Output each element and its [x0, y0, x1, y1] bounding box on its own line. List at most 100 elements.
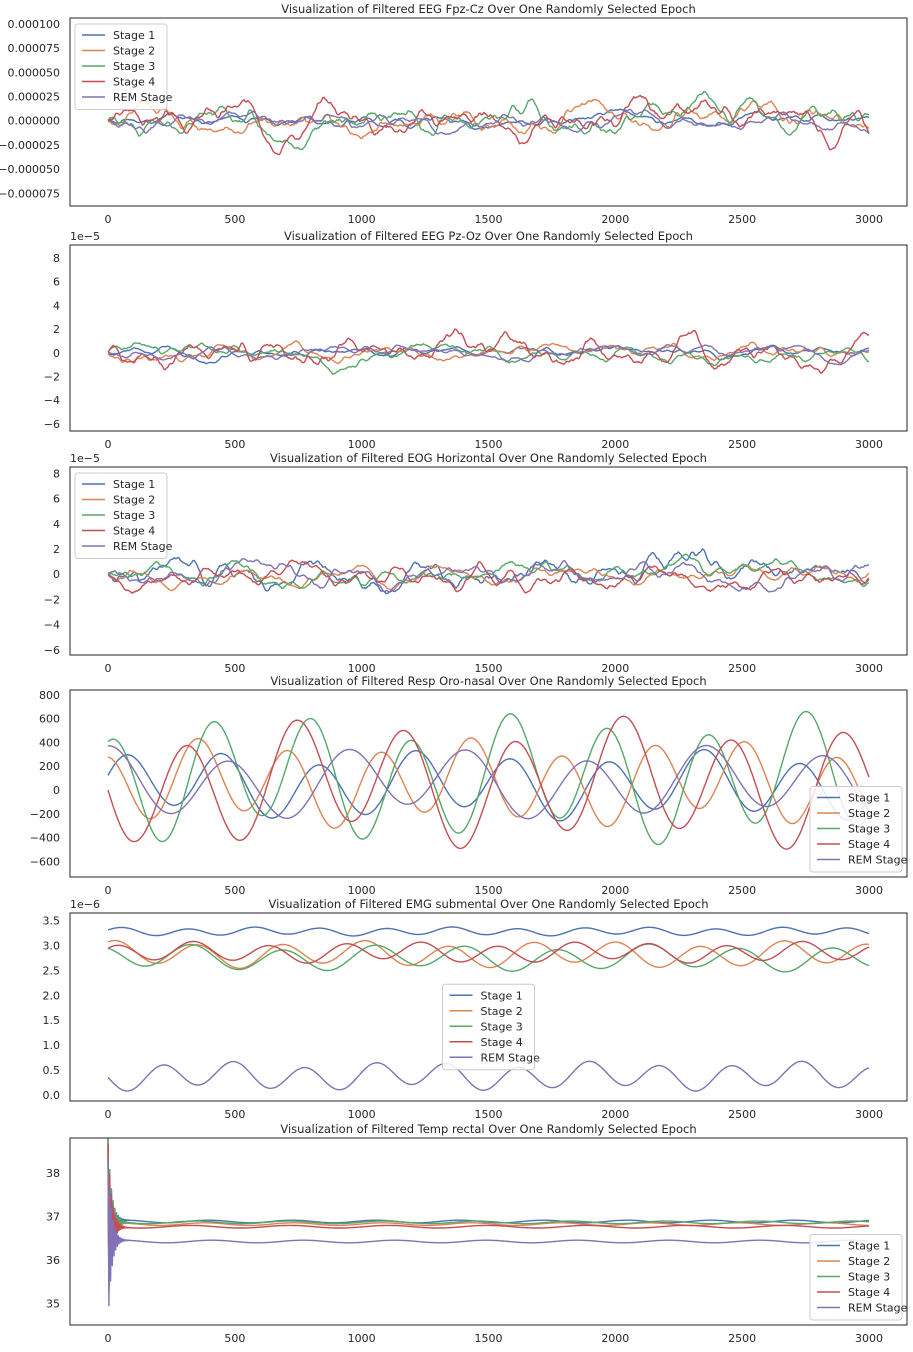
- y-tick-label: 200: [39, 760, 60, 773]
- legend-label: Stage 4: [113, 525, 155, 538]
- axes-frame: [69, 17, 908, 207]
- y-tick-label: 0.000000: [8, 115, 61, 128]
- x-tick-label: 2000: [601, 438, 629, 451]
- plot-area: [107, 548, 870, 595]
- y-tick-label: −600: [30, 856, 60, 869]
- x-tick-label: 3000: [855, 1332, 883, 1345]
- y-tick-label: 0.0: [43, 1089, 61, 1102]
- axes-frame: [69, 466, 908, 656]
- y-tick-label: 35: [46, 1297, 60, 1310]
- series-line-2: [107, 98, 870, 140]
- legend: Stage 1 Stage 2 Stage 3 Stage 4 REM Stage: [74, 23, 173, 110]
- legend-label: Stage 4: [481, 1036, 523, 1049]
- plot-area: [107, 328, 870, 375]
- y-tick-label: 1.5: [43, 1014, 61, 1027]
- y-tick-label: 0: [53, 568, 60, 581]
- series-line-4: [107, 559, 870, 594]
- chart-panel-2: Visualization of Filtered EEG Pz-Oz Over…: [44, 229, 908, 451]
- legend-label: Stage 3: [848, 823, 890, 836]
- y-tick-label: −2: [44, 371, 60, 384]
- legend: Stage 1 Stage 2 Stage 3 Stage 4 REM Stage: [809, 1234, 908, 1321]
- x-tick-label: 1500: [475, 1108, 503, 1121]
- x-tick-label: 0: [105, 213, 112, 226]
- legend-box: [809, 786, 903, 873]
- chart-panel-1: Visualization of Filtered EEG Fpz-Cz Ove…: [0, 2, 908, 226]
- series-line-4: [107, 940, 870, 964]
- y-tick-label: 2.5: [43, 964, 61, 977]
- y-tick-label: −200: [30, 808, 60, 821]
- legend-label: Stage 3: [113, 60, 155, 73]
- x-tick-label: 1500: [475, 884, 503, 897]
- legend-label: Stage 1: [848, 792, 890, 805]
- series-line-5: [108, 744, 870, 820]
- y-tick-label: 600: [39, 713, 60, 726]
- y-tick-label: −6: [44, 644, 60, 657]
- series-line-3: [107, 1138, 870, 1287]
- chart-title: Visualization of Filtered EEG Pz-Oz Over…: [284, 229, 693, 243]
- chart-title: Visualization of Filtered Temp rectal Ov…: [280, 1122, 696, 1136]
- plot-area: [107, 926, 870, 1092]
- x-tick-label: 1500: [475, 213, 503, 226]
- legend-label: REM Stage: [848, 1302, 908, 1315]
- x-tick-label: 2000: [601, 662, 629, 675]
- axes-frame: [69, 1137, 908, 1326]
- x-tick-label: 0: [105, 884, 112, 897]
- x-tick-label: 2000: [601, 1108, 629, 1121]
- y-tick-label: 3.5: [43, 914, 61, 927]
- y-offset-label: 1e−5: [70, 230, 100, 243]
- x-tick-label: 2000: [601, 884, 629, 897]
- series-line-5: [107, 1157, 870, 1307]
- x-tick-label: 3000: [855, 662, 883, 675]
- series-line-1: [107, 548, 870, 595]
- legend-box: [74, 23, 168, 110]
- series-line-1: [107, 108, 870, 131]
- y-tick-label: 800: [39, 689, 60, 702]
- x-tick-label: 1000: [348, 662, 376, 675]
- series-line-3: [107, 342, 870, 375]
- legend-label: Stage 3: [481, 1020, 523, 1033]
- y-tick-label: 0.000075: [8, 42, 61, 55]
- series-line-2: [107, 1140, 869, 1289]
- series-line-5: [107, 558, 870, 593]
- series-line-3: [107, 90, 870, 151]
- y-tick-label: 2: [53, 543, 60, 556]
- y-tick-label: 0.000025: [8, 90, 61, 103]
- x-tick-label: 500: [224, 884, 245, 897]
- legend-label: Stage 1: [848, 1240, 890, 1253]
- y-tick-label: 400: [39, 736, 60, 749]
- legend-label: Stage 2: [848, 807, 890, 820]
- y-tick-label: 0.000100: [8, 18, 61, 31]
- legend-label: Stage 1: [113, 29, 155, 42]
- x-tick-label: 0: [105, 438, 112, 451]
- y-tick-label: 38: [46, 1167, 60, 1180]
- x-tick-label: 2500: [728, 438, 756, 451]
- legend: Stage 1 Stage 2 Stage 3 Stage 4 REM Stage: [809, 786, 908, 873]
- y-offset-label: 1e−6: [70, 898, 100, 911]
- chart-title: Visualization of Filtered EOG Horizontal…: [270, 451, 707, 465]
- plot-area: [107, 710, 870, 850]
- x-tick-label: 1000: [348, 438, 376, 451]
- series-line-3: [107, 710, 870, 846]
- series-line-1: [107, 748, 870, 822]
- y-tick-label: 2.0: [43, 989, 61, 1002]
- legend-label: REM Stage: [481, 1051, 541, 1064]
- y-tick-label: 4: [53, 299, 60, 312]
- x-tick-label: 2500: [728, 1108, 756, 1121]
- y-tick-label: 0: [53, 784, 60, 797]
- series-line-2: [107, 939, 870, 969]
- series-line-4: [107, 328, 870, 374]
- y-tick-label: −4: [44, 619, 60, 632]
- x-tick-label: 3000: [855, 213, 883, 226]
- legend-box: [74, 472, 168, 559]
- x-tick-label: 1000: [348, 1332, 376, 1345]
- x-tick-label: 3000: [855, 438, 883, 451]
- series-line-1: [107, 926, 870, 937]
- x-tick-label: 500: [224, 662, 245, 675]
- y-tick-label: 8: [53, 467, 60, 480]
- legend-box: [442, 983, 535, 1071]
- x-tick-label: 500: [224, 438, 245, 451]
- legend: Stage 1 Stage 2 Stage 3 Stage 4 REM Stage: [74, 472, 173, 559]
- chart-panel-3: Visualization of Filtered EOG Horizontal…: [44, 451, 908, 675]
- legend-label: Stage 4: [113, 76, 155, 89]
- x-tick-label: 1500: [475, 1332, 503, 1345]
